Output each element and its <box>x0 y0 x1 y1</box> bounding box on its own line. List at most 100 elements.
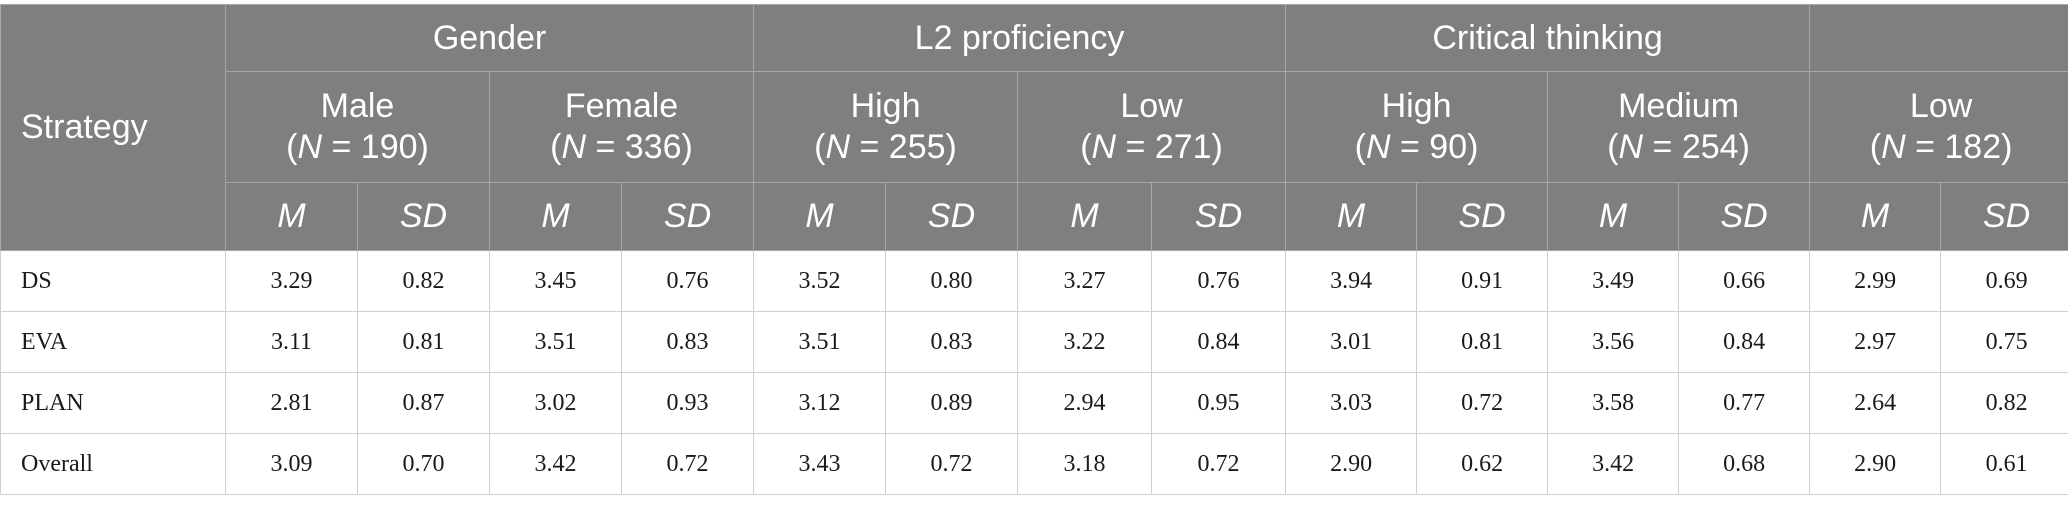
row-label: EVA <box>0 311 226 373</box>
stat-header-mean: M <box>1547 182 1680 251</box>
n-symbol: N <box>561 128 587 166</box>
table-cell: 3.42 <box>1547 433 1680 495</box>
strategy-header: Strategy <box>0 4 226 251</box>
subgroup-label: Medium <box>1618 87 1740 126</box>
table-cell: 0.81 <box>357 311 490 373</box>
n-value: = 90) <box>1390 128 1479 166</box>
group-header-gender: Gender <box>224 4 755 72</box>
table-cell: 0.87 <box>357 372 490 434</box>
table-cell: 3.22 <box>1017 311 1153 373</box>
stat-header-mean: M <box>1809 182 1942 251</box>
subgroup-header: High (N = 255) <box>753 71 1019 183</box>
group-header-l2-proficiency: L2 proficiency <box>753 4 1287 72</box>
table-cell: 0.84 <box>1678 311 1811 373</box>
table-cell: 3.12 <box>753 372 887 434</box>
stat-header-mean: M <box>489 182 622 251</box>
table-cell: 2.97 <box>1809 311 1942 373</box>
table-cell: 3.94 <box>1285 250 1418 312</box>
table-cell: 0.72 <box>1151 433 1287 495</box>
subgroup-header: High (N = 90) <box>1285 71 1549 183</box>
stat-header-mean: M <box>1285 182 1418 251</box>
subgroup-label: High <box>1381 87 1452 126</box>
table-cell: 0.82 <box>1940 372 2068 434</box>
table-cell: 0.75 <box>1940 311 2068 373</box>
table-cell: 3.27 <box>1017 250 1153 312</box>
table-cell: 3.51 <box>753 311 887 373</box>
strategy-statistics-table: Strategy Gender L2 proficiency Critical … <box>0 4 2068 495</box>
table-cell: 0.80 <box>885 250 1019 312</box>
subgroup-sample-size: (N = 336) <box>490 127 753 168</box>
n-open: ( <box>550 128 562 166</box>
table-cell: 3.58 <box>1547 372 1680 434</box>
n-open: ( <box>1869 128 1882 166</box>
n-open: ( <box>1354 128 1366 166</box>
n-value: = 271) <box>1116 128 1223 166</box>
stat-header-sd: SD <box>620 182 755 251</box>
table-cell: 0.81 <box>1416 311 1549 373</box>
results-table-container: Strategy Gender L2 proficiency Critical … <box>0 4 2068 495</box>
subgroup-label: Low <box>1909 87 1973 126</box>
table-cell: 3.42 <box>489 433 622 495</box>
table-cell: 3.03 <box>1285 372 1418 434</box>
table-cell: 2.94 <box>1017 372 1153 434</box>
row-label: DS <box>0 250 226 312</box>
subgroup-header: Medium (N = 254) <box>1547 71 1811 183</box>
n-open: ( <box>814 128 826 166</box>
n-open: ( <box>286 128 298 166</box>
table-cell: 0.95 <box>1151 372 1287 434</box>
n-symbol: N <box>1366 128 1391 166</box>
table-cell: 3.18 <box>1017 433 1153 495</box>
subgroup-sample-size: (N = 254) <box>1548 127 1809 168</box>
subgroup-label: Female <box>564 87 679 126</box>
subgroup-header: Low (N = 271) <box>1017 71 1287 183</box>
subgroup-label: Low <box>1120 87 1183 126</box>
table-cell: 3.45 <box>489 250 622 312</box>
table-row: DS 3.29 0.82 3.45 0.76 3.52 0.80 3.27 0.76 3.94 0.… <box>0 250 2068 312</box>
subgroup-sample-size: (N = 271) <box>1018 127 1285 168</box>
table-cell: 0.69 <box>1940 250 2068 312</box>
table-cell: 0.77 <box>1678 372 1811 434</box>
n-open: ( <box>1080 128 1092 166</box>
table-cell: 0.72 <box>885 433 1019 495</box>
n-symbol: N <box>1881 128 1906 166</box>
table-cell: 0.66 <box>1678 250 1811 312</box>
table-cell: 3.51 <box>489 311 622 373</box>
stat-header-sd: SD <box>1151 182 1287 251</box>
n-value: = 182) <box>1905 128 2013 166</box>
subgroup-header: Low (N = 182) <box>1809 71 2068 183</box>
subgroup-header: Female (N = 336) <box>488 71 755 183</box>
table-cell: 3.09 <box>225 433 358 495</box>
n-symbol: N <box>1091 128 1117 166</box>
table-cell: 3.56 <box>1547 311 1680 373</box>
table-cell: 0.72 <box>1416 372 1549 434</box>
subgroup-sample-size: (N = 182) <box>1810 127 2068 168</box>
table-cell: 0.76 <box>620 250 755 312</box>
table-cell: 0.68 <box>1678 433 1811 495</box>
table-cell: 0.62 <box>1416 433 1549 495</box>
n-symbol: N <box>825 128 851 166</box>
table-cell: 2.90 <box>1809 433 1942 495</box>
subgroup-sample-size: (N = 190) <box>226 127 489 168</box>
n-value: = 255) <box>850 128 957 166</box>
stat-header-sd: SD <box>1940 182 2068 251</box>
table-cell: 2.99 <box>1809 250 1942 312</box>
table-cell: 0.76 <box>1151 250 1287 312</box>
table-row: PLAN 2.81 0.87 3.02 0.93 3.12 0.89 2.94 0.95 3.03… <box>0 372 2068 434</box>
subgroup-label: Male <box>320 87 395 126</box>
group-header-empty <box>1809 4 2068 72</box>
table-cell: 0.89 <box>885 372 1019 434</box>
table-cell: 2.90 <box>1285 433 1418 495</box>
table-cell: 3.49 <box>1547 250 1680 312</box>
table-cell: 3.11 <box>225 311 358 373</box>
table-cell: 0.83 <box>885 311 1019 373</box>
table-cell: 3.43 <box>753 433 887 495</box>
table-row: EVA 3.11 0.81 3.51 0.83 3.51 0.83 3.22 0.84 3.01 0… <box>0 311 2068 373</box>
row-label: PLAN <box>0 372 226 434</box>
n-symbol: N <box>297 128 323 166</box>
table-cell: 3.29 <box>225 250 358 312</box>
table-cell: 0.93 <box>620 372 755 434</box>
table-row: Overall 3.09 0.70 3.42 0.72 3.43 0.72 3.18 0.72 2… <box>0 433 2068 495</box>
subgroup-sample-size: (N = 255) <box>754 127 1017 168</box>
table-cell: 2.81 <box>225 372 358 434</box>
table-cell: 0.82 <box>357 250 490 312</box>
